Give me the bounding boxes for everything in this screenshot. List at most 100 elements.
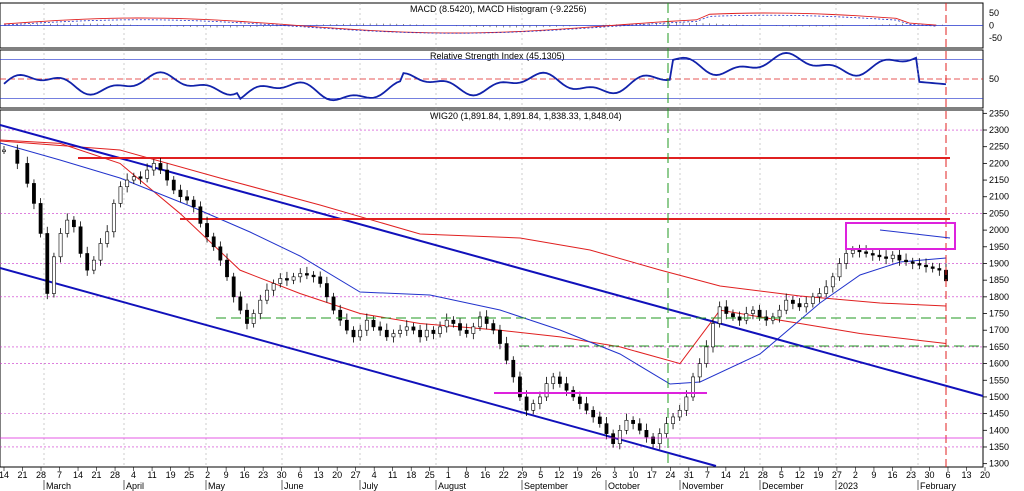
x-tick-label: 6 bbox=[945, 470, 950, 480]
candle-body bbox=[498, 329, 502, 344]
x-tick-label: 1 bbox=[446, 470, 451, 480]
x-tick-label: 20 bbox=[332, 470, 342, 480]
candle-body bbox=[917, 263, 922, 266]
x-tick-label: 17 bbox=[647, 470, 657, 480]
y-tick-label: 2000 bbox=[989, 225, 1009, 235]
y-tick-label: 1500 bbox=[989, 392, 1009, 402]
candle-body bbox=[351, 329, 356, 338]
x-tick-label: 21 bbox=[739, 470, 749, 480]
consolidation-box bbox=[845, 222, 956, 250]
candle-body bbox=[531, 403, 536, 411]
x-tick-label: 21 bbox=[18, 470, 28, 480]
x-tick-label: 24 bbox=[665, 470, 675, 480]
rsi-line bbox=[3, 52, 947, 102]
box-trendline bbox=[879, 229, 951, 239]
candle-body bbox=[518, 376, 522, 398]
candle-body bbox=[464, 329, 469, 334]
y-tick-label: 1900 bbox=[989, 258, 1009, 268]
candle-body bbox=[491, 323, 496, 331]
candle-body bbox=[58, 233, 63, 258]
x-tick-label: 27 bbox=[832, 470, 842, 480]
x-tick-label: 28 bbox=[36, 470, 46, 480]
candle-body bbox=[511, 359, 516, 378]
candle-body bbox=[524, 396, 529, 411]
y-axis-ticks: 2350 2300 2250 2200 2150 2100 2050 2000 1950 1900… bbox=[983, 8, 1009, 469]
candle-body bbox=[471, 326, 476, 334]
y-tick-label: 1950 bbox=[989, 242, 1009, 252]
candle-body bbox=[245, 309, 249, 324]
candle-body bbox=[877, 254, 882, 258]
month-label: August bbox=[438, 481, 467, 491]
candle-body bbox=[384, 329, 389, 338]
candle-body bbox=[191, 199, 196, 208]
candle-body bbox=[418, 329, 422, 338]
candle-body bbox=[757, 309, 762, 318]
candle-body bbox=[538, 396, 542, 404]
candle-body bbox=[151, 163, 156, 171]
candle-body bbox=[844, 253, 849, 264]
candle-body bbox=[398, 329, 403, 334]
candle-body bbox=[604, 423, 609, 434]
month-label: May bbox=[208, 481, 226, 491]
candle-body bbox=[830, 276, 835, 288]
candle-body bbox=[311, 274, 316, 278]
candle-body bbox=[584, 403, 589, 411]
candle-body bbox=[611, 433, 616, 444]
candle-body bbox=[205, 223, 209, 238]
candle-body bbox=[291, 276, 296, 281]
macd-line bbox=[3, 12, 937, 34]
month-label: 2023 bbox=[838, 481, 858, 491]
candle-body bbox=[817, 293, 822, 298]
candle-body bbox=[125, 179, 130, 188]
rsi-title: Relative Strength Index (45.1305) bbox=[430, 51, 565, 61]
x-axis-ticks: 14 21 28 7 14 21 28 4 11 19 25 2 9 16 23 30 6 13 20 27 4 11 18… bbox=[0, 467, 990, 491]
candle-body bbox=[338, 309, 343, 321]
candle-body bbox=[431, 329, 436, 334]
candle-body bbox=[278, 278, 283, 284]
candle-body bbox=[810, 296, 815, 304]
y-tick-label: 1650 bbox=[989, 342, 1009, 352]
candle-body bbox=[771, 316, 775, 321]
candle-body bbox=[451, 319, 456, 324]
month-label: April bbox=[126, 481, 144, 491]
candle-body bbox=[98, 243, 103, 261]
y-tick-label: 1850 bbox=[989, 275, 1009, 285]
x-tick-label: 7 bbox=[705, 470, 710, 480]
y-tick-label: 1550 bbox=[989, 375, 1009, 385]
x-tick-label: 26 bbox=[591, 470, 601, 480]
candle-body bbox=[691, 376, 695, 398]
candle-body bbox=[504, 343, 509, 361]
candle-body bbox=[737, 316, 742, 321]
x-tick-label: 2 bbox=[853, 470, 858, 480]
candle-body bbox=[577, 396, 582, 404]
candle-body bbox=[371, 319, 376, 328]
candle-body bbox=[484, 316, 489, 324]
candle-body bbox=[478, 316, 482, 328]
y-tick-label: 1450 bbox=[989, 409, 1009, 419]
month-label: September bbox=[524, 481, 568, 491]
candle-body bbox=[564, 383, 569, 391]
candle-body bbox=[285, 278, 289, 281]
y-tick-label: 2200 bbox=[989, 158, 1009, 168]
candle-body bbox=[897, 254, 902, 261]
x-tick-label: 13 bbox=[314, 470, 324, 480]
month-label: October bbox=[608, 481, 640, 491]
candle-body bbox=[937, 268, 942, 271]
month-label: November bbox=[682, 481, 724, 491]
candle-body bbox=[211, 236, 216, 248]
candle-body bbox=[677, 409, 682, 418]
candle-body bbox=[378, 326, 383, 331]
candle-body bbox=[331, 296, 336, 311]
macd-title: MACD (8.5420), MACD Histogram (-9.2256) bbox=[410, 4, 587, 14]
candle-body bbox=[15, 149, 20, 164]
y-tick-label: 1750 bbox=[989, 309, 1009, 319]
candle-body bbox=[198, 206, 203, 224]
candle-body bbox=[358, 329, 363, 338]
y-tick-label: 2350 bbox=[989, 108, 1009, 118]
x-tick-label: 5 bbox=[538, 470, 543, 480]
x-tick-label: 28 bbox=[110, 470, 120, 480]
candle-body bbox=[704, 346, 709, 364]
x-tick-label: 4 bbox=[131, 470, 136, 480]
x-tick-label: 30 bbox=[277, 470, 287, 480]
